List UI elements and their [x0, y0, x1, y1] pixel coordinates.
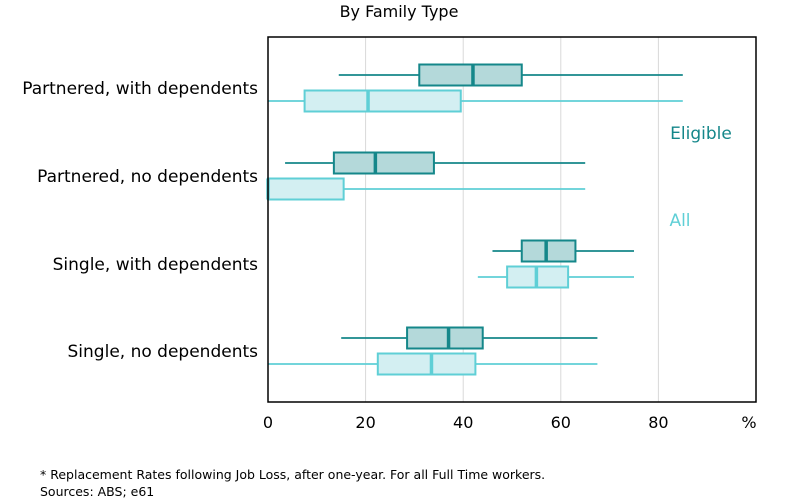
box-eligible-3 [341, 326, 598, 350]
box-all-0 [268, 89, 683, 113]
iqr-box [332, 151, 435, 175]
box-all-1 [266, 177, 586, 201]
box-eligible-1 [285, 151, 586, 175]
iqr-box [267, 177, 345, 201]
legend-label-eligible: Eligible [670, 124, 732, 144]
box-all-2 [477, 265, 634, 289]
iqr-box [376, 352, 477, 376]
x-tick-label-20: 20 [355, 413, 375, 432]
category-label: Partnered, no dependents [37, 167, 258, 187]
footnote-sources: Sources: ABS; e61 [40, 484, 155, 499]
plot-frame [267, 36, 757, 403]
box-eligible-2 [492, 239, 634, 263]
x-tick-label-60: 60 [551, 413, 571, 432]
category-label: Single, with dependents [53, 255, 259, 275]
x-tick-label-80: 80 [648, 413, 668, 432]
box-marks [266, 63, 683, 376]
footnote-note: * Replacement Rates following Job Loss, … [40, 467, 546, 482]
iqr-box [520, 239, 577, 263]
x-tick-label-0: 0 [263, 413, 273, 432]
category-label: Single, no dependents [68, 342, 259, 362]
x-unit-label: % [741, 413, 756, 432]
box-eligible-0 [338, 63, 683, 87]
iqr-box [303, 89, 462, 113]
category-label: Partnered, with dependents [22, 79, 258, 99]
boxplot-chart: 0 20 40 60 80 % Partnered, with dependents Part… [22, 36, 757, 432]
x-tick-label-40: 40 [453, 413, 473, 432]
box-all-3 [268, 352, 598, 376]
chart-title: By Family Type [339, 2, 459, 21]
footnote: * Replacement Rates following Job Loss, … [40, 466, 545, 500]
iqr-box [406, 326, 484, 350]
legend-label-all: All [669, 211, 690, 231]
iqr-box [418, 63, 523, 87]
axis-labels: 0 20 40 60 80 % Partnered, with dependents Part… [22, 79, 756, 432]
